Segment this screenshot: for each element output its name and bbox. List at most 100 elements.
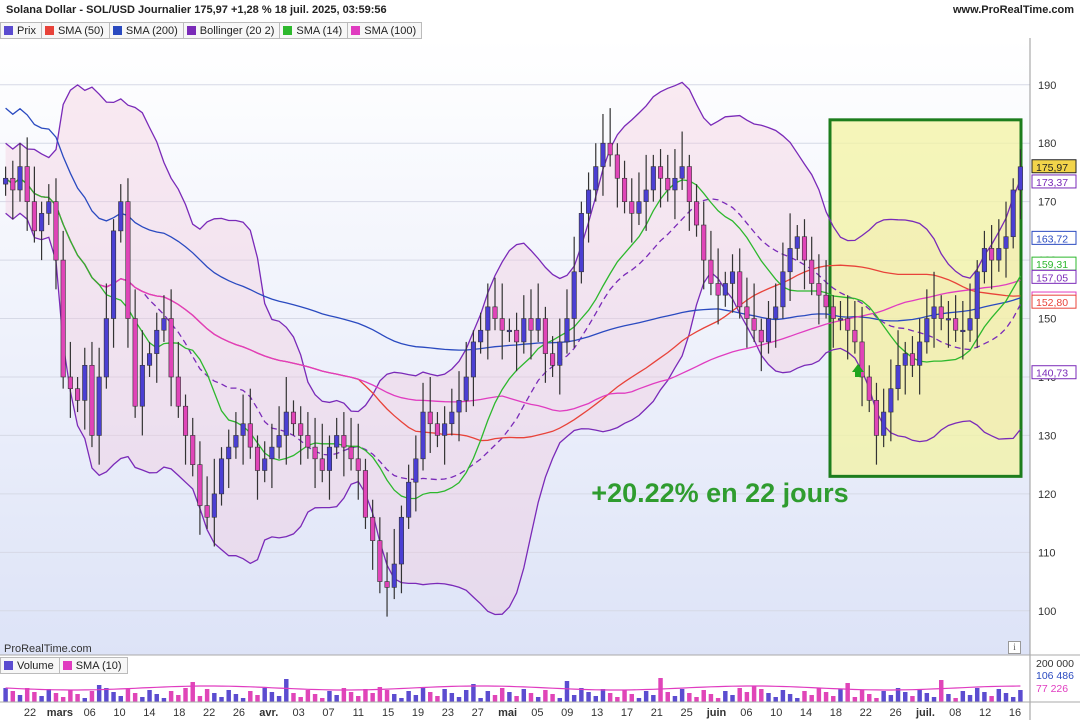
volume-bar — [46, 689, 52, 702]
volume-bar — [406, 691, 411, 702]
candle-body — [147, 353, 153, 366]
price-tag — [1031, 159, 1077, 174]
candle-body — [744, 306, 750, 319]
volume-legend: Volume SMA (10) — [0, 657, 128, 674]
candle-body — [82, 365, 88, 401]
volume-bar — [132, 693, 138, 702]
x-tick-label: 21 — [651, 707, 663, 719]
y-tick-label: 130 — [1038, 430, 1056, 442]
volume-bar — [823, 692, 829, 702]
candle-body — [226, 446, 232, 460]
legend-bollinger[interactable]: Bollinger (20 2) — [182, 22, 281, 39]
candle-body — [873, 400, 879, 436]
indicator-legend: Prix SMA (50) SMA (200) Bollinger (20 2)… — [0, 22, 423, 39]
volume-bar — [694, 697, 699, 702]
bollinger-upper-line — [5, 81, 1022, 413]
candle-body — [693, 201, 700, 226]
candle-body — [816, 283, 822, 296]
candle-body — [715, 283, 721, 296]
price-tag-label: 173,37 — [1036, 177, 1068, 189]
x-tick-label: 17 — [621, 707, 633, 719]
volume-bar — [478, 698, 483, 702]
candle-body — [427, 411, 433, 425]
volume-bar — [111, 692, 116, 702]
volume-bar — [17, 695, 23, 702]
volume-bar — [147, 690, 152, 702]
candle-body — [3, 177, 9, 185]
candle-body — [938, 306, 944, 319]
volume-bar — [435, 696, 440, 702]
legend-sma-200[interactable]: SMA (200) — [108, 22, 184, 39]
candle-body — [197, 464, 203, 506]
volume-bar — [442, 689, 447, 702]
candle-body — [794, 236, 800, 249]
volume-bar — [104, 688, 109, 702]
volume-bar — [219, 697, 224, 702]
volume-bar — [75, 694, 80, 702]
candle-body — [434, 423, 440, 436]
candle-body — [758, 329, 764, 343]
sma100-swatch-icon — [351, 26, 361, 35]
sma14-swatch-icon — [283, 26, 293, 35]
candle-body — [751, 318, 757, 331]
x-tick-label: avr. — [259, 707, 278, 719]
candle-body — [298, 423, 304, 436]
volume-bar — [82, 698, 87, 702]
volume-bar — [399, 698, 404, 702]
candle-body — [953, 318, 959, 331]
volume-bar — [291, 693, 296, 702]
price-tag — [1031, 230, 1077, 245]
legend-volume[interactable]: Volume — [0, 657, 60, 674]
candle-body — [190, 435, 196, 465]
price-tag-label: 163,72 — [1036, 233, 1068, 245]
candle-body — [643, 189, 649, 202]
legend-sma-100[interactable]: SMA (100) — [347, 22, 423, 39]
candle-body — [182, 405, 189, 436]
legend-sma-14[interactable]: SMA (14) — [279, 22, 349, 39]
candle-body — [859, 341, 865, 378]
legend-volume-sma[interactable]: SMA (10) — [58, 657, 128, 674]
candle-body — [773, 306, 779, 319]
volume-bar — [953, 698, 958, 702]
site-url[interactable]: www.ProRealTime.com — [952, 4, 1074, 16]
candle-body — [125, 201, 131, 319]
x-tick-label: 10 — [113, 707, 125, 719]
volume-bar — [780, 690, 786, 702]
x-tick-label: juil. — [915, 707, 935, 719]
candle-body — [550, 353, 556, 366]
candle-body — [276, 435, 282, 448]
volume-bar — [392, 694, 397, 702]
volume-bar — [212, 693, 217, 702]
candle-body — [442, 423, 448, 436]
volume-bar — [334, 695, 339, 702]
candle-body — [470, 341, 476, 378]
candle-body — [593, 166, 599, 191]
volume-bar — [1018, 690, 1023, 702]
x-tick-label: 07 — [322, 707, 334, 719]
legend-prix[interactable]: Prix — [0, 22, 42, 39]
volume-bar — [305, 690, 311, 702]
volume-bar — [499, 688, 505, 702]
x-tick-label: 22 — [203, 707, 215, 719]
volume-bar — [312, 694, 318, 702]
candle-body — [254, 446, 261, 471]
candle-body — [902, 353, 908, 366]
volume-bar — [183, 688, 188, 702]
volume-bar — [204, 689, 210, 702]
info-icon[interactable]: i — [1008, 641, 1021, 654]
volume-bar — [579, 688, 584, 702]
x-tick-label: 18 — [173, 707, 185, 719]
candle-body — [377, 540, 383, 582]
legend-sma-50[interactable]: SMA (50) — [40, 22, 110, 39]
volume-bar — [931, 697, 937, 702]
volume-bar — [766, 693, 771, 702]
volume-bar — [276, 696, 282, 702]
volume-bar — [240, 698, 246, 702]
volume-bar — [838, 689, 843, 702]
volume-bar — [377, 687, 383, 702]
volume-bar — [53, 693, 59, 702]
candle-body — [96, 376, 102, 436]
bollinger-lower-line — [5, 212, 1021, 616]
y-tick-label: 120 — [1038, 489, 1056, 501]
x-tick-label: 23 — [442, 707, 454, 719]
